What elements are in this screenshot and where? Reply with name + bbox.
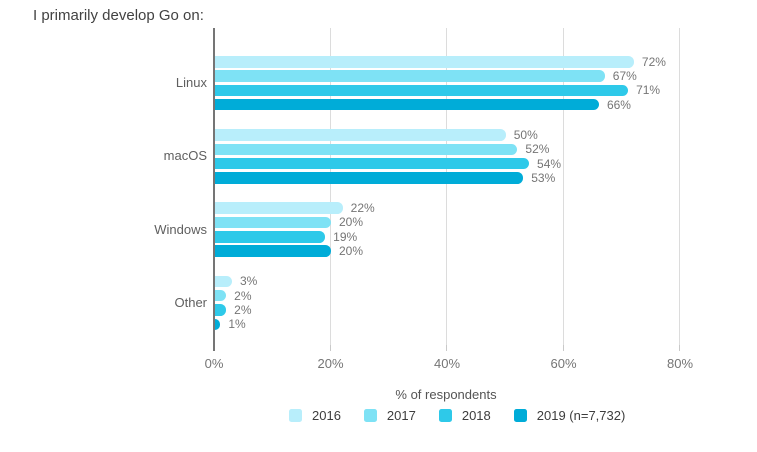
value-label: 20% [339, 244, 364, 259]
x-axis-tick [679, 345, 680, 351]
bar-windows-2016 [214, 202, 343, 214]
x-tick-label: 60% [550, 356, 577, 371]
x-tick-label: 40% [433, 356, 461, 371]
bar-macos-2016 [214, 129, 506, 141]
legend: 2016 2017 2018 2019 (n=7,732) [289, 408, 625, 423]
legend-item-2016: 2016 [289, 408, 341, 423]
gridline-20% [329, 28, 331, 345]
legend-label: 2019 (n=7,732) [536, 408, 626, 423]
x-axis-title: % of respondents [395, 387, 497, 402]
x-axis-tick [213, 345, 215, 351]
bar-windows-2019 [214, 245, 331, 257]
x-tick-label: 80% [666, 356, 694, 371]
x-tick-label: 20% [317, 356, 344, 371]
value-label: 2% [234, 302, 252, 317]
category-label-macos: macOS [163, 148, 207, 164]
value-label: 22% [350, 201, 375, 216]
legend-swatch [438, 409, 452, 422]
legend-label: 2018 [461, 408, 491, 423]
value-label: 3% [239, 274, 258, 289]
value-label: 2% [234, 288, 252, 303]
chart-title: I primarily develop Go on: [33, 7, 204, 24]
bar-linux-2016 [214, 56, 634, 68]
x-axis-tick [329, 345, 331, 351]
x-axis-tick [446, 345, 447, 351]
gridline-40% [446, 28, 447, 345]
value-label: 66% [606, 97, 631, 112]
legend-swatch [289, 409, 302, 422]
bar-windows-2018 [214, 231, 326, 243]
category-label-windows: Windows [154, 221, 207, 237]
bar-windows-2017 [214, 216, 331, 229]
value-label: 50% [513, 127, 538, 142]
bar-linux-2017 [214, 70, 605, 82]
value-label: 52% [525, 142, 550, 157]
value-label: 19% [333, 229, 358, 244]
category-label-linux: Linux [175, 75, 207, 91]
value-label: 67% [612, 69, 637, 84]
legend-label: 2017 [386, 408, 416, 423]
bar-macos-2019 [214, 172, 524, 184]
gridline-60% [562, 28, 564, 345]
x-tick-label: 0% [204, 356, 224, 371]
value-label: 53% [531, 170, 556, 185]
value-label: 54% [537, 156, 562, 171]
gridline-80% [679, 28, 680, 345]
legend-item-2018: 2018 [438, 408, 491, 423]
bar-linux-2019 [214, 98, 599, 111]
bar-other-2016 [214, 275, 232, 288]
bar-linux-2018 [214, 84, 629, 97]
bar-other-2017 [214, 289, 227, 302]
legend-item-2017: 2017 [363, 408, 416, 423]
value-label: 71% [636, 83, 661, 98]
bar-macos-2018 [214, 157, 530, 170]
x-axis-tick [562, 345, 564, 351]
bar-other-2019 [214, 318, 221, 330]
value-label: 72% [641, 54, 666, 69]
legend-swatch [513, 409, 527, 422]
category-label-other: Other [174, 294, 207, 310]
legend-item-2019: 2019 (n=7,732) [513, 408, 626, 423]
legend-label: 2016 [312, 408, 341, 423]
y-axis-line [213, 28, 215, 345]
value-label: 20% [339, 215, 364, 230]
legend-swatch [363, 409, 377, 422]
value-label: 1% [228, 317, 246, 332]
bar-macos-2017 [214, 143, 518, 155]
bar-other-2018 [214, 304, 227, 316]
